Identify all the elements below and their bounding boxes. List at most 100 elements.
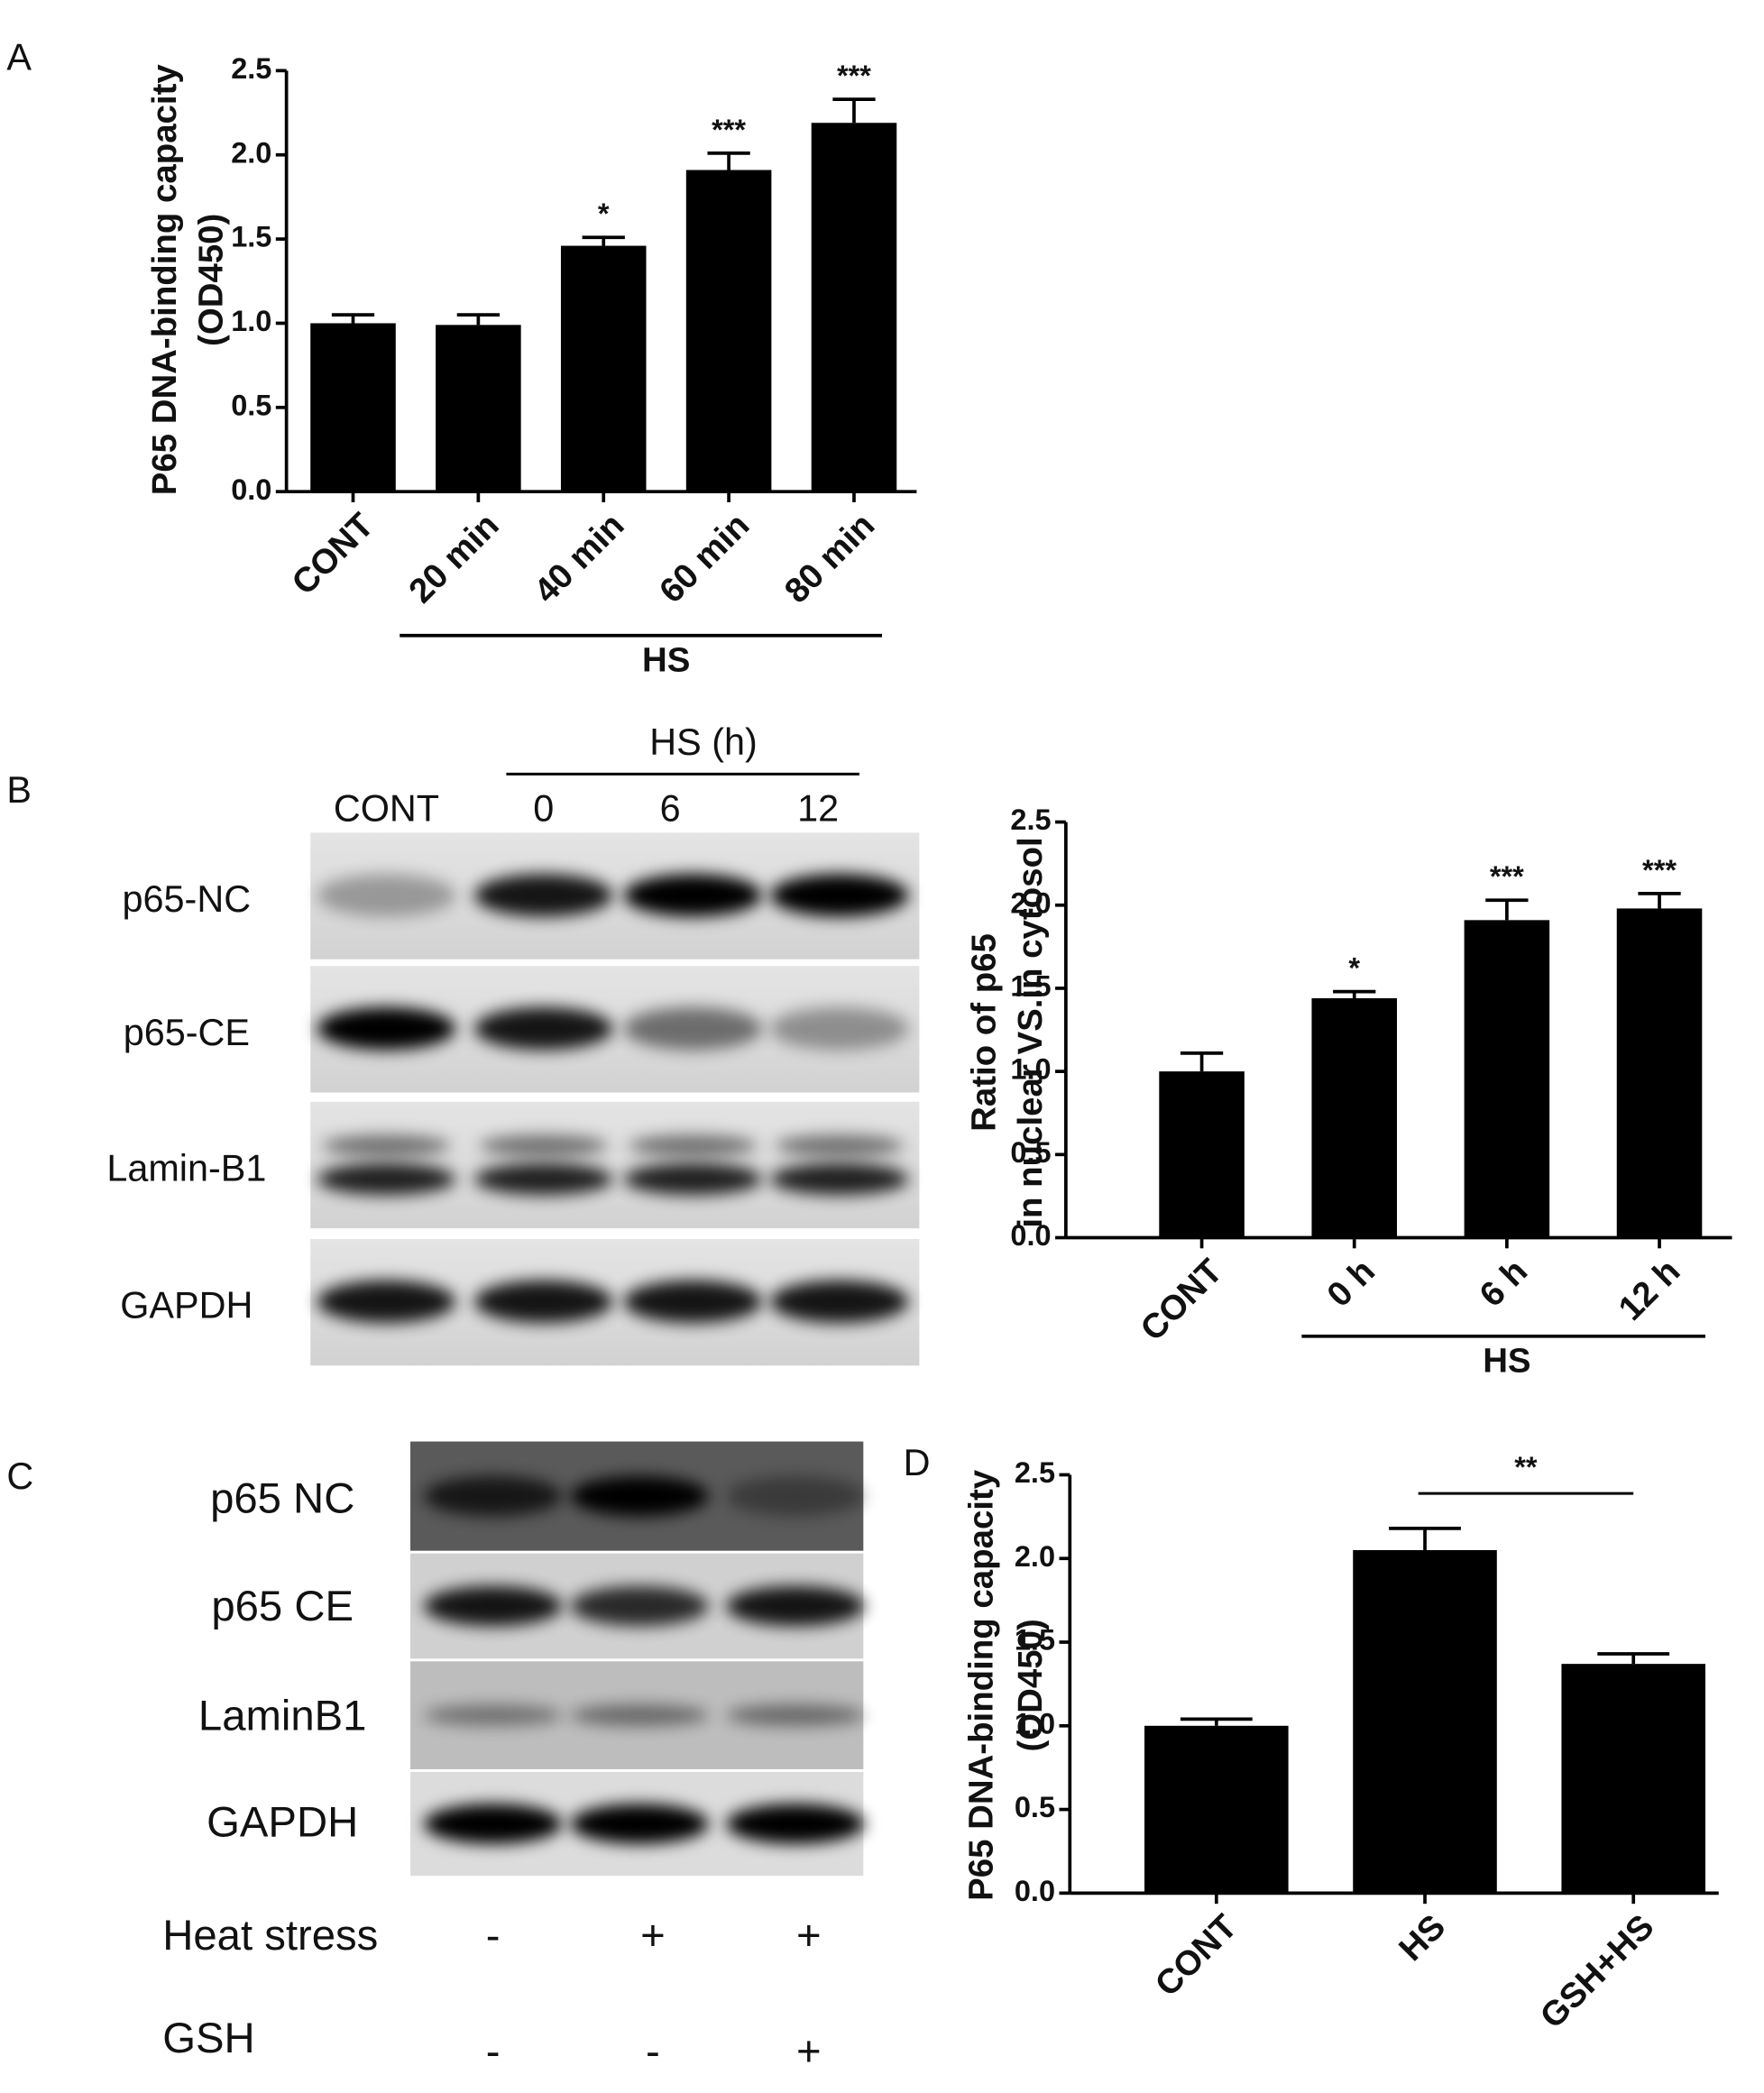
error-bar	[1485, 898, 1529, 921]
error-bar	[832, 97, 876, 124]
condition-sign: -	[646, 2028, 660, 2076]
bar	[811, 123, 897, 492]
bar	[1144, 1725, 1289, 1894]
panel-label: A	[6, 36, 32, 78]
significance: *	[1348, 952, 1360, 985]
y-axis-label: (OD450)	[1011, 1619, 1050, 1751]
error-bar	[1597, 1652, 1670, 1665]
group-label: HS	[642, 640, 690, 679]
y-tick-label: 2.5	[231, 52, 271, 85]
bar	[1616, 908, 1703, 1238]
band	[570, 1804, 709, 1844]
y-tick-label: 0.0	[1015, 1875, 1055, 1907]
band	[570, 1704, 709, 1726]
y-tick-label: 0.5	[1010, 1136, 1051, 1169]
condition-label: GSH	[162, 2015, 254, 2062]
band	[423, 1804, 563, 1844]
significance: *	[598, 197, 610, 230]
y-tick-label: 2.0	[1010, 886, 1051, 919]
band	[317, 1280, 456, 1324]
x-tick-label: GSH+HS	[1533, 1907, 1662, 2036]
y-tick-label: 2.5	[1010, 803, 1051, 836]
y-tick-label: 0.5	[231, 389, 271, 421]
band	[623, 1006, 763, 1051]
band	[473, 1280, 613, 1324]
band	[623, 1280, 763, 1324]
y-tick-label: 1.0	[1010, 1053, 1051, 1086]
band	[423, 1704, 563, 1726]
bracket-label: **	[1514, 1451, 1538, 1483]
x-tick-label: 40 min	[527, 506, 631, 610]
bar	[436, 325, 521, 492]
band	[769, 874, 909, 917]
band	[322, 1134, 451, 1157]
row-label: p65 CE	[211, 1583, 354, 1630]
significance: ***	[1490, 860, 1524, 893]
x-tick-label: 20 min	[401, 506, 506, 610]
row-label: Lamin-B1	[106, 1148, 266, 1189]
bar	[1353, 1549, 1497, 1894]
condition-label: Heat stress	[162, 1912, 378, 1960]
band	[423, 1475, 563, 1517]
lane-label: 12	[797, 788, 839, 830]
band	[726, 1585, 865, 1627]
bar	[560, 245, 647, 492]
y-tick-label: 2.0	[231, 136, 271, 169]
bar	[1561, 1664, 1705, 1894]
band	[317, 1162, 456, 1196]
band	[726, 1475, 865, 1517]
x-tick-label: 6 h	[1472, 1252, 1535, 1315]
x-tick-label: 60 min	[652, 506, 757, 610]
bar	[1464, 920, 1550, 1238]
y-tick-label: 2.0	[1015, 1540, 1055, 1573]
header-label: HS (h)	[649, 721, 758, 763]
lane-label: CONT	[334, 788, 439, 830]
band	[623, 874, 763, 917]
error-bar	[1333, 989, 1376, 999]
band	[629, 1134, 758, 1157]
y-tick-label: 1.5	[1010, 970, 1051, 1003]
band	[473, 1006, 613, 1051]
band	[726, 1704, 865, 1726]
significance: ***	[837, 60, 871, 92]
y-tick-label: 1.5	[231, 221, 271, 253]
y-tick-label: 1.5	[1015, 1624, 1055, 1657]
band	[317, 1006, 456, 1051]
panel-label: C	[6, 1455, 33, 1497]
bar-chart: 0.0 0.5 1.0 1.5 2.0 2.5 P65 DNA-binding capaci…	[145, 52, 917, 679]
row-label: GAPDH	[120, 1285, 253, 1326]
error-bar	[582, 235, 625, 246]
row-label: GAPDH	[207, 1798, 358, 1846]
row-label: LaminB1	[198, 1692, 367, 1740]
band	[726, 1804, 865, 1844]
y-axis-label: Ratio of p65	[964, 933, 1003, 1132]
y-tick-label: 1.0	[1015, 1707, 1055, 1740]
condition-sign: +	[640, 1912, 666, 1960]
x-tick-label: 12 h	[1612, 1252, 1688, 1328]
condition-sign: +	[796, 2028, 822, 2076]
row-label: p65-NC	[123, 878, 252, 920]
y-axis-label: (OD450)	[192, 214, 231, 346]
error-bar	[707, 151, 750, 170]
bar	[1311, 998, 1397, 1238]
band	[623, 1162, 763, 1196]
lane-label: 6	[660, 788, 681, 830]
band	[473, 874, 613, 917]
row-label: p65 NC	[210, 1474, 354, 1522]
group-label: HS	[1483, 1342, 1530, 1381]
error-bar	[1180, 1717, 1253, 1726]
western-blot-b: p65-NC p65-CE Lamin-B1 GAPDH CONT 0 6 12 HS (h)	[106, 721, 920, 1366]
band	[769, 1280, 909, 1324]
bar	[685, 170, 772, 492]
y-tick-label: 2.5	[1015, 1456, 1055, 1489]
band	[570, 1585, 709, 1627]
x-tick-label: HS	[1392, 1907, 1453, 1969]
lane-label: 0	[533, 788, 554, 830]
y-axis-label: P65 DNA-binding capacity	[961, 1469, 1000, 1901]
x-tick-label: 0 h	[1319, 1252, 1383, 1315]
condition-sign: -	[486, 2028, 501, 2076]
condition-sign: -	[486, 1912, 501, 1960]
x-tick-label: CONT	[284, 505, 381, 602]
error-bar	[331, 313, 375, 324]
